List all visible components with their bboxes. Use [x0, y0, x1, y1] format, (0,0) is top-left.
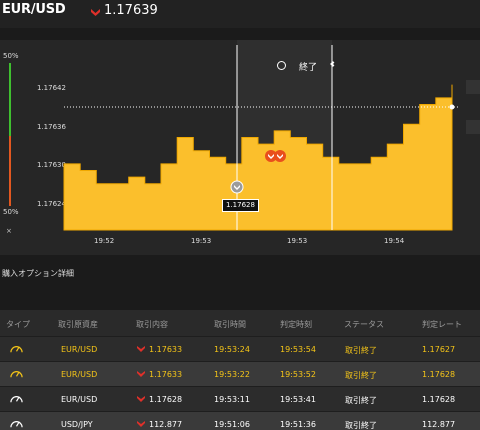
gauge-up-bar [9, 63, 11, 136]
trade-time-cell: 19:53:11 [214, 395, 250, 404]
x-tick-label: 19:53 [191, 237, 212, 245]
header-content[interactable]: 取引内容 [136, 320, 168, 329]
judge-time-cell: 19:53:52 [280, 370, 316, 379]
y-tick-label: 1.17624 [37, 200, 66, 208]
options-table: タイプ 取引原資産 取引内容 取引時間 判定時刻 ステータス 判定レート EUR… [0, 310, 480, 430]
header-judge-rate[interactable]: 判定レート [422, 320, 462, 329]
content-cell: 112.877 [149, 420, 183, 429]
table-row[interactable]: EUR/USD 1.17628 19:53:11 19:53:41 取引終了 1… [0, 386, 480, 411]
trade-time-cell: 19:53:22 [214, 370, 250, 379]
close-gauge-button[interactable]: × [6, 227, 12, 235]
header-asset[interactable]: 取引原資産 [58, 320, 98, 329]
trade-time-cell: 19:53:24 [214, 345, 250, 354]
down-arrow-icon [91, 9, 100, 16]
judge-time-cell: 19:53:54 [280, 345, 316, 354]
gauge-icon [10, 396, 23, 403]
status-cell: 取引終了 [345, 346, 377, 355]
x-tick-label: 19:54 [384, 237, 405, 245]
header-status[interactable]: ステータス [344, 320, 384, 329]
judge-rate-cell: 1.17628 [422, 395, 456, 404]
section-title: 購入オプション詳細 [2, 269, 74, 278]
down-arrow-icon [137, 371, 145, 377]
gauge-top-percent: 50% [3, 52, 19, 60]
gauge-icon [10, 421, 23, 428]
header-trade-time[interactable]: 取引時間 [214, 320, 246, 329]
gauge-down-bar [9, 136, 11, 206]
judge-time-cell: 19:53:41 [280, 395, 316, 404]
judge-rate-cell: 1.17627 [422, 345, 456, 354]
table-header: タイプ 取引原資産 取引内容 取引時間 判定時刻 ステータス 判定レート [0, 310, 480, 336]
x-tick-label: 19:52 [94, 237, 115, 245]
status-cell: 取引終了 [345, 396, 377, 405]
header-bar: EUR/USD 1.17639 [0, 0, 480, 28]
entry-price-label: 1.17628 [222, 199, 259, 212]
currency-pair-title[interactable]: EUR/USD [2, 2, 66, 17]
table-row[interactable]: USD/JPY 112.877 19:51:06 19:51:36 取引終了 1… [0, 411, 480, 430]
asset-cell: USD/JPY [61, 420, 93, 429]
gauge-bottom-percent: 50% [3, 208, 19, 216]
end-label: 終了 [299, 63, 318, 73]
low-tab-icon[interactable] [466, 120, 480, 134]
table-row[interactable]: EUR/USD 1.17633 19:53:24 19:53:54 取引終了 1… [0, 336, 480, 361]
gauge-icon [10, 371, 23, 378]
asset-cell: EUR/USD [61, 370, 98, 379]
header-type[interactable]: タイプ [6, 320, 30, 329]
high-tab-icon[interactable] [466, 80, 480, 94]
header-judge-time[interactable]: 判定時刻 [280, 320, 312, 329]
content-cell: 1.17633 [149, 345, 183, 354]
judge-time-cell: 19:51:36 [280, 420, 316, 429]
current-rate: 1.17639 [104, 3, 158, 18]
asset-cell: EUR/USD [61, 395, 98, 404]
asset-cell: EUR/USD [61, 345, 98, 354]
down-arrow-icon [137, 396, 145, 402]
y-tick-label: 1.17630 [37, 161, 66, 169]
gauge-icon [10, 346, 23, 353]
y-tick-label: 1.17636 [37, 123, 66, 131]
status-cell: 取引終了 [345, 371, 377, 380]
judge-rate-cell: 1.17628 [422, 370, 456, 379]
y-tick-label: 1.17642 [37, 84, 66, 92]
clock-icon [277, 61, 286, 70]
content-cell: 1.17633 [149, 370, 183, 379]
content-cell: 1.17628 [149, 395, 183, 404]
sentiment-gauge: 50% 50% × [0, 40, 19, 240]
x-tick-label: 19:53 [287, 237, 308, 245]
down-arrow-icon [137, 421, 145, 427]
status-cell: 取引終了 [345, 421, 377, 430]
down-arrow-icon [137, 346, 145, 352]
trade-time-cell: 19:51:06 [214, 420, 250, 429]
table-row[interactable]: EUR/USD 1.17633 19:53:22 19:53:52 取引終了 1… [0, 361, 480, 386]
judge-rate-cell: 112.877 [422, 420, 456, 429]
